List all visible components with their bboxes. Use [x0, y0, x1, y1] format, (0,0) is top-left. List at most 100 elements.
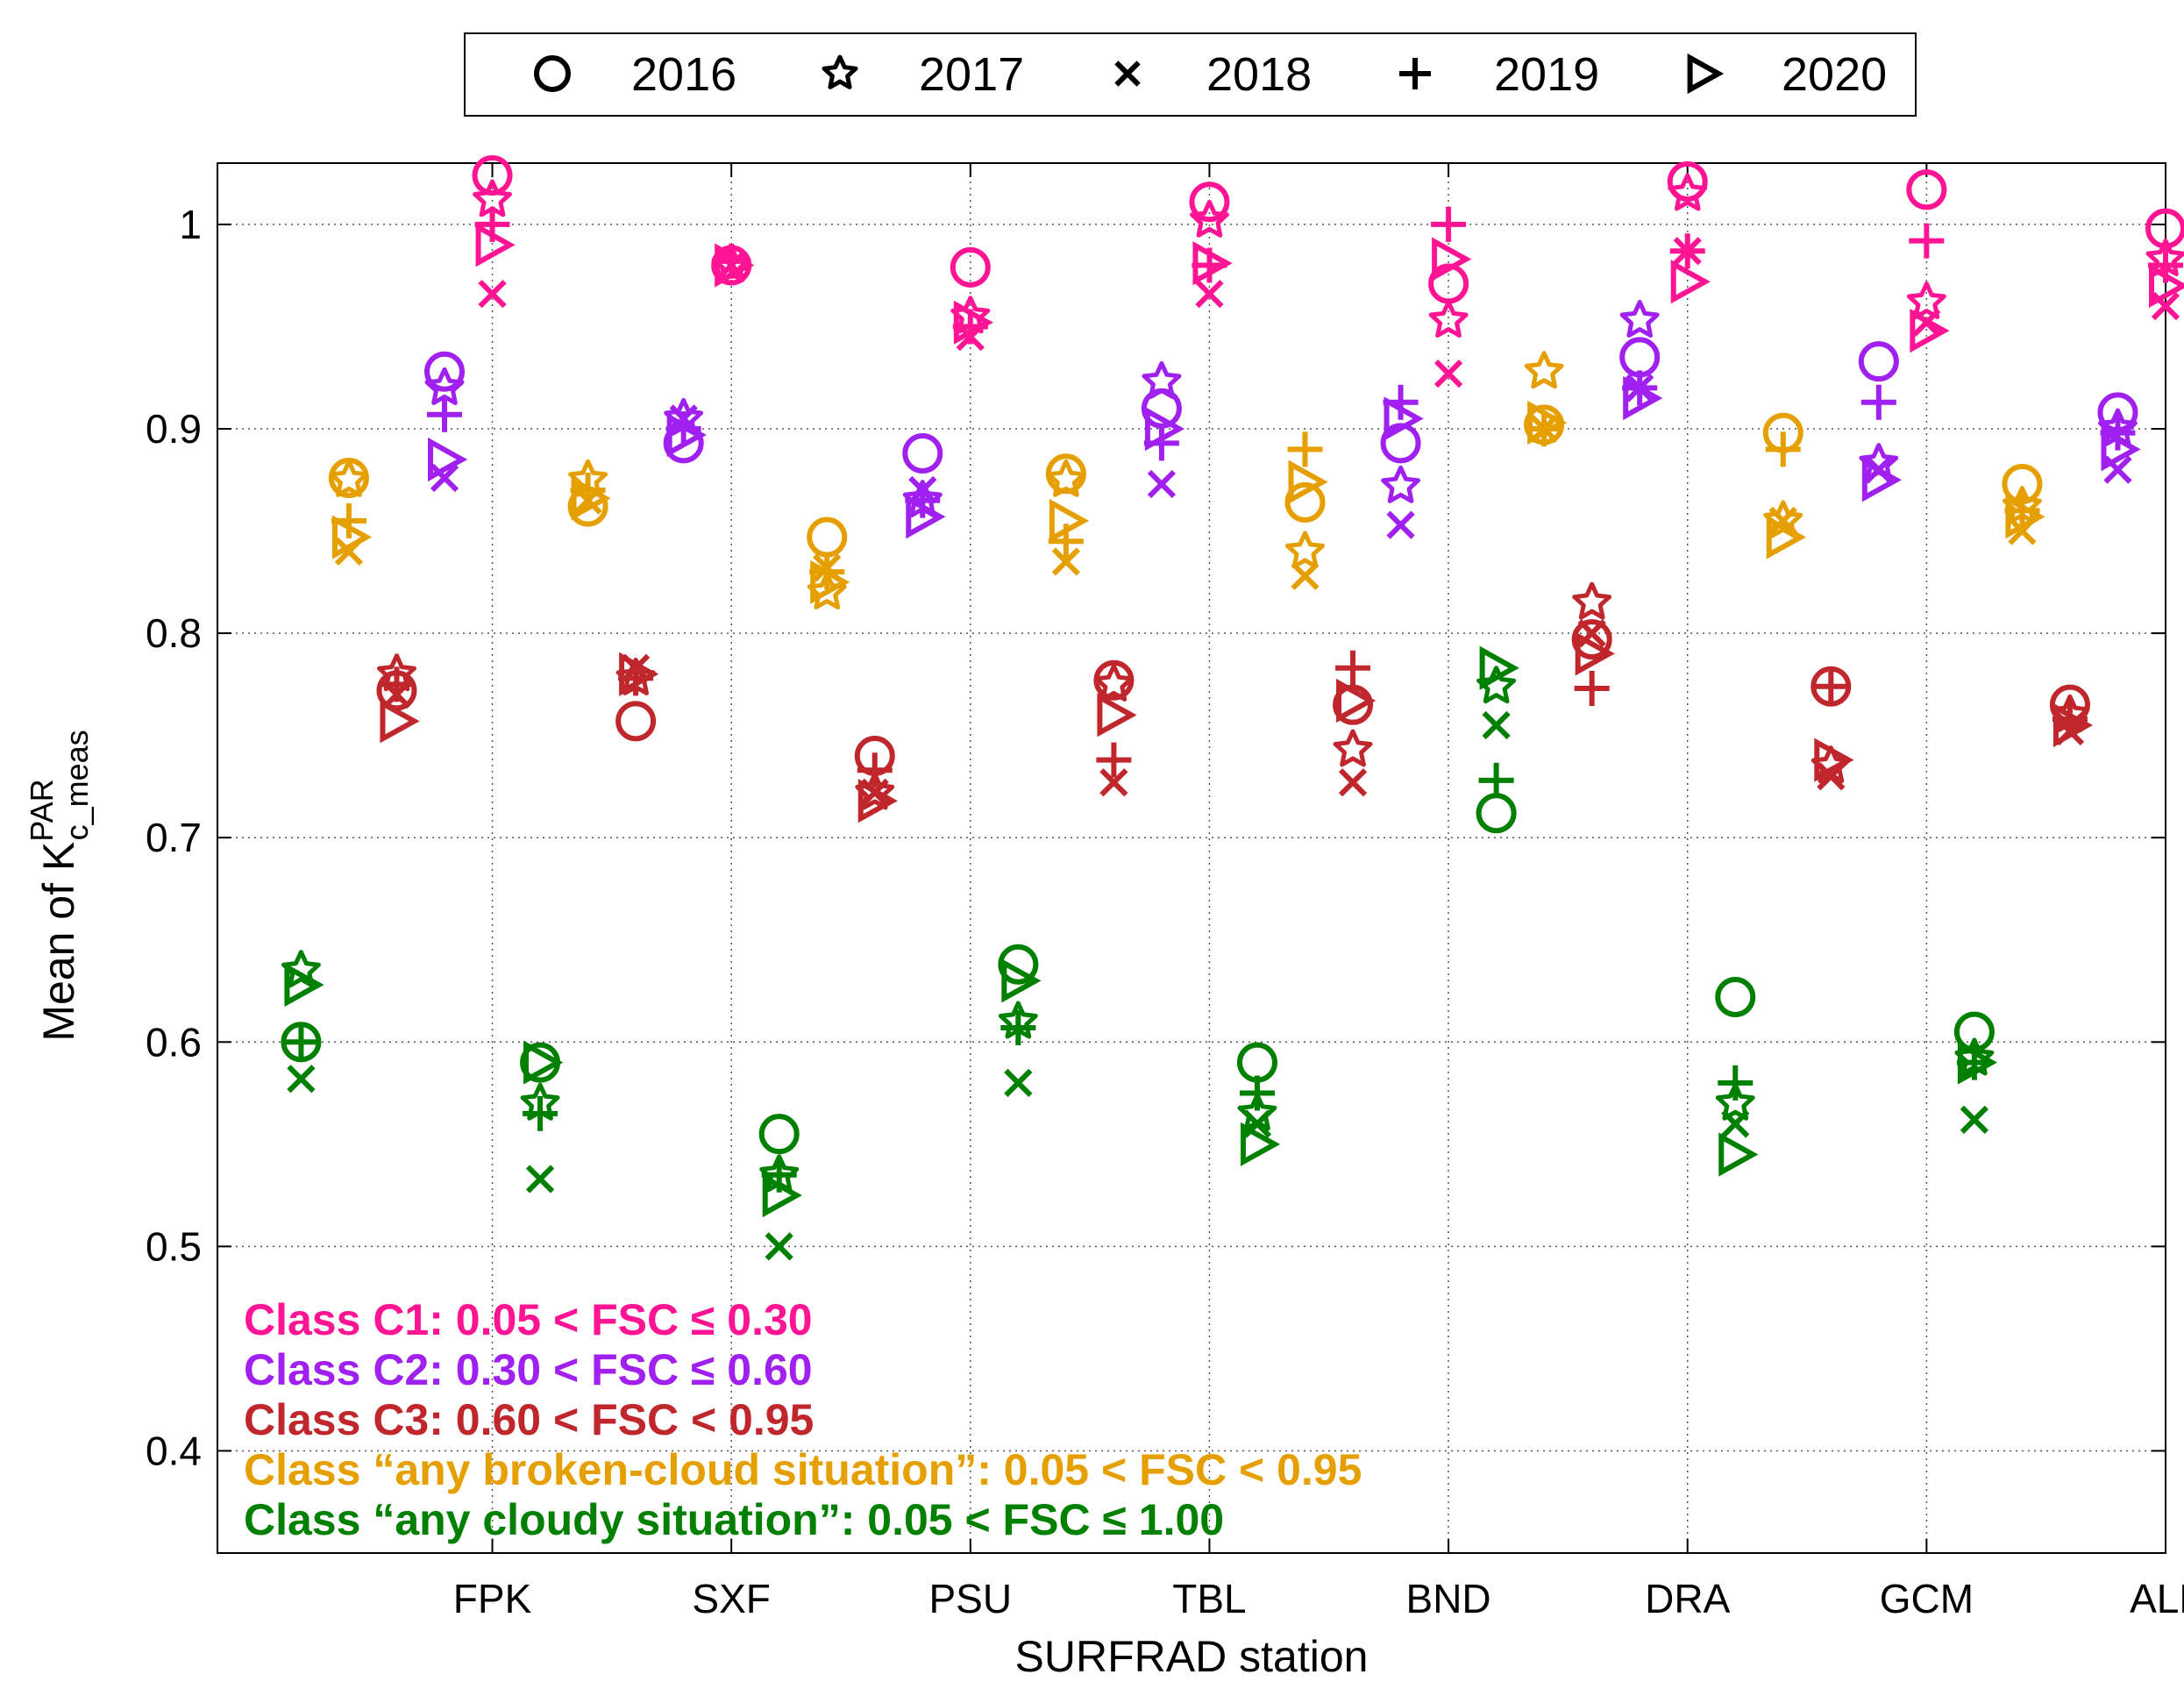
marker-c1-gcm-2020: [1910, 309, 1950, 353]
marker-cloudy-fpk-2018: [287, 1065, 316, 1094]
marker-cloudy-psu-2016: [758, 1114, 800, 1155]
marker-c2-psu-2016: [902, 432, 943, 474]
marker-cloudy-dra-2020: [1479, 645, 1519, 690]
marker-c1-all-2020: [2149, 263, 2184, 308]
x-axis-title: SURFRAD station: [1015, 1632, 1369, 1681]
marker-broken-psu-2020: [810, 559, 850, 604]
marker-c1-fpk-2020: [475, 223, 516, 267]
marker-broken-fpk-2017: [329, 459, 369, 497]
marker-c1-fpk-2018: [478, 280, 507, 309]
marker-c3-tbl-2020: [1097, 693, 1137, 737]
marker-c2-psu-2020: [906, 495, 946, 539]
legend-label-2019: 2019: [1494, 48, 1599, 101]
marker-cloudy-gcm-2017: [1715, 1082, 1755, 1121]
marker-c2-gcm-2020: [1861, 458, 1903, 502]
marker-c1-dra-2017: [1668, 173, 1708, 211]
marker-c3-fpk-2020: [380, 699, 420, 744]
y-tick-label: 0.7: [146, 815, 202, 860]
x-tick-label-sxf: SXF: [692, 1576, 770, 1621]
marker-cloudy-fpk-2019: [283, 1024, 319, 1060]
y-axis-title-sub: c_meas: [59, 730, 95, 840]
marker-c3-bnd-2017: [1333, 729, 1373, 767]
marker-broken-bnd-2019: [1287, 431, 1323, 467]
marker-c1-tbl-2017: [1190, 199, 1229, 238]
marker-cloudy-all-2018: [1960, 1105, 1989, 1134]
legend-marker-2017: [822, 54, 858, 89]
marker-cloudy-sxf-2019: [523, 1095, 558, 1131]
data-markers: [281, 154, 2184, 1261]
marker-c1-gcm-2019: [1909, 223, 1945, 259]
marker-c1-gcm-2017: [1906, 281, 1946, 319]
marker-cloudy-fpk-2020: [284, 962, 324, 1008]
marker-c1-fpk-2016: [472, 154, 513, 196]
y-axis-title: Mean of KPARc_meas: [24, 730, 95, 1041]
y-axis-title-main: Mean of K: [34, 842, 83, 1042]
marker-broken-psu-2016: [807, 517, 848, 558]
class-label-c2: Class C2: 0.30 < FSC ≤ 0.60: [244, 1345, 813, 1394]
marker-cloudy-sxf-2018: [525, 1165, 555, 1194]
marker-c2-all-2020: [2101, 427, 2141, 472]
marker-cloudy-dra-2016: [1476, 793, 1517, 834]
legend-marker-2016: [534, 55, 571, 92]
marker-cloudy-bnd-2020: [1240, 1122, 1281, 1166]
marker-c1-psu-2020: [953, 300, 993, 345]
marker-c3-bnd-2018: [1338, 768, 1368, 797]
marker-cloudy-gcm-2019: [1718, 1065, 1754, 1101]
class-label-c1: Class C1: 0.05 < FSC ≤ 0.30: [244, 1295, 813, 1344]
x-tick-label-bnd: BND: [1406, 1576, 1491, 1621]
marker-c3-bnd-2016: [1333, 684, 1374, 725]
marker-c1-tbl-2020: [1192, 241, 1233, 286]
marker-c2-bnd-2018: [1386, 510, 1415, 539]
y-tick-label: 0.8: [146, 610, 202, 656]
marker-cloudy-gcm-2020: [1718, 1132, 1759, 1177]
class-label-broken: Class “any broken-cloud situation”: 0.05…: [244, 1445, 1362, 1494]
class-label-cloudy: Class “any cloudy situation”: 0.05 < FSC…: [244, 1495, 1224, 1544]
marker-c3-dra-2016: [1571, 619, 1612, 660]
marker-c1-dra-2019: [1669, 233, 1705, 269]
marker-broken-dra-2020: [1527, 400, 1568, 445]
legend-marker-2019: [1399, 58, 1431, 89]
marker-broken-bnd-2016: [1284, 481, 1326, 523]
legend-label-2020: 2020: [1782, 48, 1887, 101]
marker-broken-tbl-2018: [1051, 547, 1080, 576]
marker-c1-bnd-2019: [1431, 206, 1467, 242]
legend-label-2018: 2018: [1206, 48, 1312, 101]
marker-c3-tbl-2018: [1099, 768, 1128, 797]
marker-c1-dra-2020: [1670, 260, 1711, 304]
marker-c2-tbl-2018: [1147, 469, 1177, 499]
axis-ticks: 0.4 0.5 0.6 0.7 0.8 0.9 1 FPK SXF PSU TBL BND DRA GCM…: [146, 163, 2184, 1621]
marker-c1-tbl-2016: [1189, 182, 1230, 223]
year-legend: 2016 2017 2018 2019 2020: [464, 32, 1917, 117]
legend-label-2016: 2016: [631, 48, 736, 101]
marker-c2-tbl-2017: [1142, 360, 1182, 399]
marker-c3-bnd-2020: [1336, 678, 1377, 723]
marker-c3-psu-2019: [857, 752, 893, 788]
marker-c3-all-2020: [2052, 702, 2094, 748]
year-legend-box: [464, 32, 1917, 117]
marker-cloudy-bnd-2019: [1239, 1075, 1275, 1111]
marker-c1-gcm-2016: [1906, 169, 1947, 210]
y-tick-label: 1: [179, 202, 202, 247]
marker-cloudy-tbl-2020: [1001, 958, 1042, 1003]
y-tick-label: 0.4: [146, 1428, 202, 1473]
marker-c1-psu-2016: [950, 246, 991, 288]
marker-cloudy-bnd-2016: [1236, 1042, 1277, 1083]
marker-cloudy-psu-2018: [765, 1232, 793, 1261]
marker-c2-fpk-2018: [430, 463, 459, 493]
marker-cloudy-tbl-2019: [1000, 1009, 1036, 1045]
marker-c2-gcm-2019: [1860, 384, 1896, 420]
marker-c1-sxf-2020: [715, 243, 755, 288]
marker-cloudy-tbl-2018: [1004, 1068, 1033, 1098]
svg-text:Mean of KPARc_meas: Mean of KPARc_meas: [24, 730, 95, 1041]
marker-cloudy-sxf-2020: [523, 1040, 564, 1085]
y-tick-label: 0.9: [146, 406, 202, 452]
class-label-c3: Class C3: 0.60 < FSC < 0.95: [244, 1395, 814, 1444]
marker-c2-bnd-2020: [1384, 396, 1424, 441]
marker-c3-sxf-2020: [619, 652, 659, 696]
marker-c3-tbl-2019: [1096, 742, 1132, 778]
marker-c2-fpk-2016: [424, 351, 466, 392]
marker-broken-tbl-2017: [1046, 459, 1086, 497]
marker-c3-tbl-2017: [1093, 663, 1134, 702]
marker-broken-fpk-2020: [331, 515, 373, 559]
